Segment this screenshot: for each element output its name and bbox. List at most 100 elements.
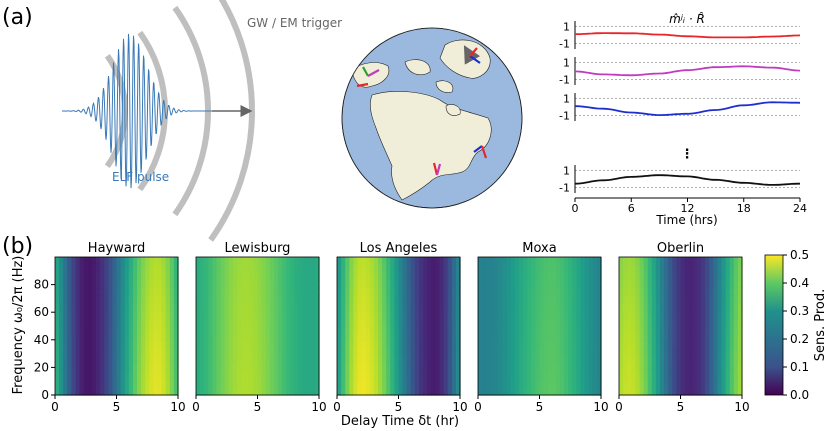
heatmap-cell [692,341,698,350]
heatmap-cell [104,326,109,335]
heatmap-cell [337,349,342,358]
heatmap-cell [59,333,64,342]
heatmap-cell [588,318,594,327]
heatmap-cell [676,310,682,319]
heatmap-cell [373,280,379,289]
heatmap-cell [241,364,246,373]
heatmap-cell [59,372,64,381]
heatmap-cell [357,326,363,335]
heatmap-cell [631,387,636,396]
heatmap-cell [627,257,632,266]
heatmap-cell [67,356,72,365]
heatmap-cell [91,287,97,296]
heatmap-cell [713,272,718,281]
heatmap-cell [173,326,179,335]
heatmap-cell [253,356,259,365]
heatmap-cell [278,303,283,312]
heatmap-cell [104,257,109,266]
heatmap-cell [128,387,134,396]
heatmap-cell [278,333,283,342]
heatmap-cell [208,257,213,266]
heatmap-cell [572,326,577,335]
y-tick-label: -1 [559,182,570,195]
heatmap-cell [153,349,159,358]
heatmap-cell [486,379,491,388]
heatmap-cell [510,349,516,358]
heatmap-cell [643,349,649,358]
heatmap-cell [543,303,549,312]
heatmap-cell [725,287,731,296]
heatmap-cell [75,318,81,327]
heatmap-cell [128,295,134,304]
heatmap-cell [486,364,491,373]
heatmap-cell [539,349,545,358]
heatmap-cell [643,295,649,304]
colorbar-gradient [764,254,784,396]
heatmap-cell [596,287,602,296]
heatmap-cell [643,341,649,350]
heatmap-cell [660,326,665,335]
heatmap-cell [729,387,735,396]
heatmap-cell [386,387,391,396]
heatmap-cell [273,379,279,388]
heatmap-cell [124,379,130,388]
heatmap-cell [261,272,267,281]
heatmap-cell [519,387,524,396]
heatmap-cell [290,310,295,319]
heatmap-cell [451,372,457,381]
heatmap-cell [345,303,350,312]
heatmap-cell [398,295,404,304]
heatmap-cell [91,303,97,312]
x-tick-label: 0 [474,400,482,414]
heatmap-cell [435,341,441,350]
heatmap-cell [676,349,682,358]
heatmap-cell [647,272,653,281]
heatmap-cell [398,379,404,388]
heatmap-cell [627,364,632,373]
heatmap-cell [455,364,461,373]
heatmap-cell [494,379,500,388]
heatmap-cell [435,318,441,327]
heatmap-cell [725,356,731,365]
heatmap-cell [627,341,632,350]
heatmap-cell [137,387,142,396]
heatmap-cell [584,379,590,388]
heatmap-cell [228,303,234,312]
heatmap-cell [631,272,636,281]
heatmap-cell [75,387,81,396]
heatmap-cell [568,372,573,381]
heatmap-cell [486,303,491,312]
heatmap-cell [124,264,130,273]
heatmap-cell [447,272,453,281]
heatmap-cell [692,287,698,296]
heatmap-cell [265,303,271,312]
heatmap-cell [498,272,504,281]
heatmap-cell [212,372,218,381]
heatmap-cell [165,310,171,319]
heatmap-cell [680,280,686,289]
heatmap-cell [680,257,686,266]
heatmap-cell [161,257,167,266]
heatmap-cell [576,349,582,358]
heatmap-cell [390,287,395,296]
heatmap-cell [137,318,142,327]
heatmap-cell [709,356,714,365]
heatmap-cell [369,280,375,289]
heatmap-cell [431,295,436,304]
heatmap-cell [592,303,598,312]
heatmap-cell [709,326,714,335]
heatmap-cell [282,387,287,396]
heatmap-cell [564,280,569,289]
line-chart-title: m̂ʲᵢ · R̂ [669,12,705,26]
heatmap-cell [423,379,428,388]
heatmap-cell [498,387,504,396]
heatmap-cell [349,280,354,289]
heatmap-cell [410,310,416,319]
heatmap-cell [576,257,582,266]
heatmap-cell [345,326,350,335]
heatmap-cell [419,379,424,388]
heatmap-cell [290,356,295,365]
heatmap-cell [447,257,453,266]
heatmap-cell [104,364,109,373]
heatmap-cell [112,364,118,373]
